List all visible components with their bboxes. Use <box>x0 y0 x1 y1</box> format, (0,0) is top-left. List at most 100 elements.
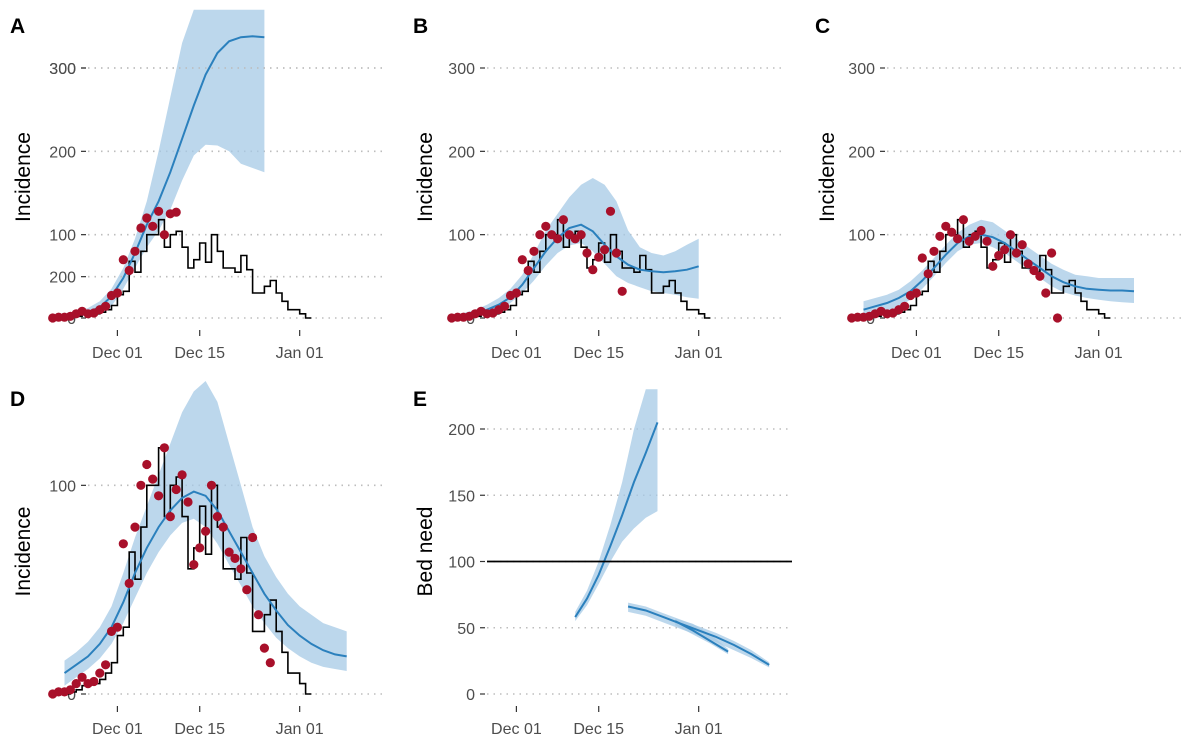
data-point <box>236 564 246 574</box>
panel-letter: D <box>10 388 25 411</box>
data-point <box>95 668 105 678</box>
x-tick-label: Dec 15 <box>973 345 1024 362</box>
data-point <box>136 223 146 233</box>
data-point <box>900 301 910 311</box>
data-point <box>171 484 181 495</box>
y-axis-title: Incidence <box>414 132 437 222</box>
data-point <box>183 497 193 507</box>
y-axis-title: Incidence <box>12 507 35 597</box>
data-point <box>189 560 199 570</box>
panel-D: D Incidence 0 100 200 300 Dec 01 Dec 15 Jan 01 <box>10 61 385 738</box>
data-point <box>953 234 963 244</box>
data-point <box>65 685 75 695</box>
data-point <box>605 206 616 216</box>
data-point <box>148 474 158 484</box>
y-tick-label: 150 <box>448 488 475 505</box>
y-axis-title: Incidence <box>12 132 35 222</box>
data-point <box>517 255 527 265</box>
x-tick-label: Dec 01 <box>491 721 542 738</box>
data-point <box>101 660 111 670</box>
data-point <box>101 301 111 311</box>
data-point <box>253 610 264 620</box>
y-axis-title: Bed need <box>414 507 437 597</box>
data-point <box>259 643 269 653</box>
data-point <box>165 511 175 522</box>
data-point <box>195 543 205 553</box>
fitted-line <box>451 223 699 319</box>
x-tick-label: Jan 01 <box>675 721 723 738</box>
data-point <box>611 248 622 258</box>
x-tick-label: Dec 15 <box>573 721 624 738</box>
y-tick-label: 0 <box>67 687 76 704</box>
panel-letter: B <box>413 15 428 38</box>
data-point <box>201 526 211 536</box>
observed-step-line <box>52 218 312 319</box>
data-point <box>212 511 222 522</box>
x-tick-label: Dec 15 <box>573 345 624 362</box>
data-point <box>218 522 228 532</box>
data-point <box>118 255 128 265</box>
panel-letter: A <box>10 15 25 38</box>
x-tick-label: Dec 15 <box>174 721 225 738</box>
panel-E: E Bed need 0 50 100 150 200 Dec 01 Dec 15 Jan 01 <box>413 388 792 738</box>
data-point <box>242 585 252 595</box>
x-tick-label: Dec 01 <box>491 345 542 362</box>
data-point <box>958 215 969 225</box>
data-point <box>541 221 551 231</box>
data-point <box>154 206 164 216</box>
data-point <box>994 250 1004 261</box>
y-tick-label: 200 <box>49 270 76 287</box>
y-tick-label: 200 <box>49 144 76 161</box>
data-point <box>941 221 951 231</box>
data-point <box>929 246 939 256</box>
data-point <box>511 288 521 298</box>
data-point <box>130 522 140 532</box>
data-point <box>159 230 169 240</box>
data-point <box>911 288 922 298</box>
data-point <box>976 225 986 236</box>
data-point <box>89 676 99 687</box>
fitted-line-2 <box>674 620 729 653</box>
y-tick-label: 300 <box>49 61 76 78</box>
data-point <box>582 248 592 258</box>
data-point <box>1035 271 1045 281</box>
data-point <box>558 215 569 225</box>
data-point <box>553 234 563 244</box>
data-point <box>917 253 927 263</box>
y-axis-title: Incidence <box>816 132 839 222</box>
x-tick-label: Dec 01 <box>891 345 942 362</box>
data-point <box>71 679 81 689</box>
data-point <box>1005 230 1016 240</box>
x-tick-label: Jan 01 <box>276 345 324 362</box>
y-tick-label: 300 <box>448 61 475 78</box>
data-point <box>1023 259 1033 269</box>
confidence-band <box>451 178 699 318</box>
data-point <box>148 221 158 231</box>
data-point <box>1052 313 1063 323</box>
y-tick-label: 200 <box>448 422 475 439</box>
data-point <box>923 269 933 279</box>
data-point <box>617 286 627 296</box>
data-point <box>588 265 598 275</box>
confidence-band <box>863 219 1134 317</box>
data-point <box>230 553 240 564</box>
data-point <box>970 231 980 241</box>
data-point <box>1000 245 1010 255</box>
data-point <box>124 578 134 589</box>
data-point <box>154 491 164 501</box>
data-point <box>500 301 510 311</box>
panel-letter: E <box>413 388 427 411</box>
x-tick-label: Jan 01 <box>276 721 324 738</box>
data-point <box>136 480 146 490</box>
data-point <box>523 265 533 276</box>
data-point <box>112 622 122 632</box>
data-point <box>177 470 187 480</box>
fitted-line-1 <box>627 605 770 666</box>
data-point <box>118 539 128 549</box>
confidence-band <box>52 9 265 318</box>
data-point <box>171 207 181 217</box>
data-point <box>1029 265 1039 276</box>
